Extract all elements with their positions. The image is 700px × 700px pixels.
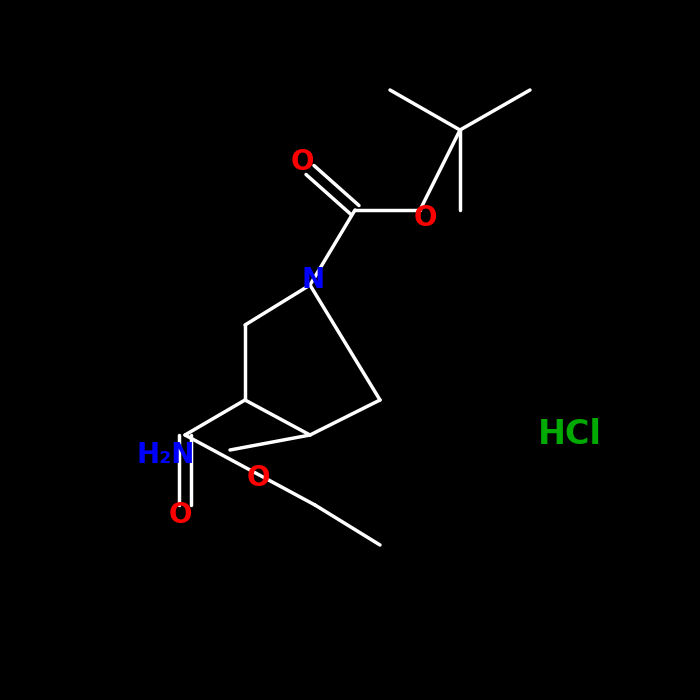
Text: HCl: HCl	[538, 419, 602, 452]
Text: O: O	[168, 501, 192, 529]
Text: O: O	[246, 464, 270, 492]
Text: N: N	[302, 266, 325, 294]
Text: H₂N: H₂N	[136, 441, 195, 469]
Text: O: O	[290, 148, 314, 176]
Text: O: O	[413, 204, 437, 232]
